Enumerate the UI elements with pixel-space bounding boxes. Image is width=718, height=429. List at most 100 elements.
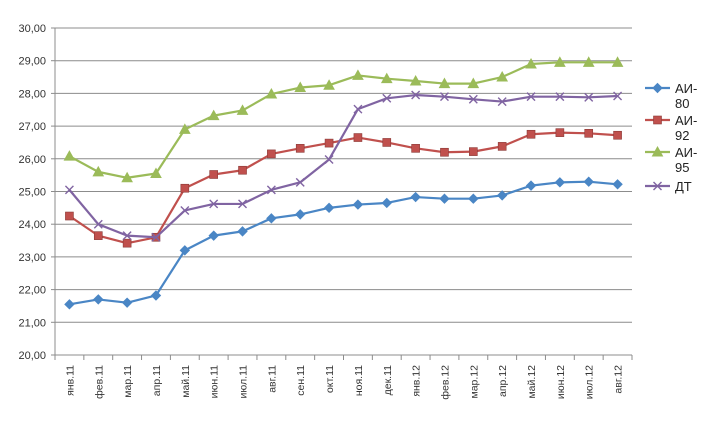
data-point bbox=[295, 209, 306, 220]
y-tick-label: 27,00 bbox=[18, 121, 46, 133]
x-tick-label: июн.12 bbox=[555, 365, 567, 399]
data-point bbox=[352, 69, 364, 80]
legend-entry: ДТ bbox=[645, 179, 692, 194]
y-tick-label: 26,00 bbox=[18, 154, 46, 166]
legend-label: 80 bbox=[675, 96, 689, 111]
data-point bbox=[584, 92, 594, 102]
gridlines bbox=[55, 27, 632, 323]
data-point bbox=[209, 199, 219, 209]
series-line bbox=[68, 131, 618, 245]
data-point bbox=[496, 71, 509, 82]
data-point bbox=[525, 180, 537, 191]
data-point bbox=[93, 294, 104, 305]
data-point bbox=[150, 167, 162, 179]
data-point bbox=[582, 56, 595, 67]
data-point bbox=[266, 213, 277, 224]
x-tick-label: май.11 bbox=[180, 365, 192, 398]
y-tick-label: 20,00 bbox=[18, 350, 46, 362]
x-tick-label: авг.12 bbox=[613, 365, 625, 394]
x-tick-label: ноя.11 bbox=[353, 365, 365, 396]
y-tick-label: 22,00 bbox=[18, 285, 46, 297]
legend-marker bbox=[652, 82, 663, 94]
data-point bbox=[122, 238, 132, 248]
x-axis-tick-labels: янв.11 фев.11 мар.11 апр.11 май.11 июн.11 июл.… bbox=[64, 365, 624, 400]
x-tick-label: июн.11 bbox=[209, 365, 221, 399]
data-point bbox=[238, 165, 247, 175]
data-point bbox=[525, 57, 537, 69]
legend-marker bbox=[653, 115, 662, 125]
data-point bbox=[439, 193, 450, 204]
series-3 bbox=[64, 90, 623, 242]
y-axis-tick-labels: 20,00 21,00 22,00 23,00 24,00 25,00 26,00 27,00… bbox=[18, 23, 46, 362]
data-point bbox=[411, 144, 420, 153]
data-point bbox=[380, 72, 393, 84]
series-lines bbox=[63, 56, 624, 310]
data-point bbox=[526, 92, 536, 102]
data-point bbox=[526, 129, 536, 139]
data-point bbox=[352, 199, 364, 210]
legend-label: 95 bbox=[675, 160, 689, 175]
data-point bbox=[554, 56, 566, 67]
data-point bbox=[178, 123, 191, 134]
data-point bbox=[324, 138, 334, 148]
data-point bbox=[353, 133, 363, 142]
data-point bbox=[64, 185, 74, 195]
series-line bbox=[69, 180, 618, 306]
data-point bbox=[497, 97, 507, 107]
x-tick-label: окт.11 bbox=[324, 365, 336, 393]
x-tick-label: дек.11 bbox=[382, 365, 394, 396]
legend-label: 92 bbox=[675, 128, 689, 143]
data-point bbox=[179, 245, 191, 256]
data-point bbox=[438, 77, 451, 89]
data-point bbox=[324, 154, 334, 164]
data-point bbox=[613, 91, 623, 101]
data-point bbox=[208, 230, 219, 241]
series-line bbox=[68, 93, 618, 239]
data-point bbox=[294, 81, 307, 93]
data-point bbox=[295, 144, 305, 153]
data-point bbox=[236, 104, 249, 115]
x-tick-label: апр.12 bbox=[497, 365, 509, 397]
x-tick-label: сен.11 bbox=[295, 365, 307, 396]
data-point bbox=[323, 202, 335, 214]
x-tick-label: фев.11 bbox=[93, 365, 105, 399]
data-point bbox=[584, 128, 594, 138]
data-point bbox=[555, 128, 565, 137]
legend-label: ДТ bbox=[675, 179, 692, 194]
data-point bbox=[583, 176, 594, 187]
y-tick-label: 29,00 bbox=[18, 56, 46, 68]
x-tick-label: авг.11 bbox=[266, 365, 278, 393]
data-point bbox=[440, 147, 449, 157]
data-point bbox=[382, 93, 392, 103]
data-point bbox=[554, 177, 566, 188]
data-point bbox=[353, 104, 363, 114]
data-point bbox=[93, 231, 103, 240]
data-point bbox=[122, 231, 132, 241]
data-point bbox=[150, 290, 162, 301]
data-point bbox=[409, 74, 422, 86]
x-tick-label: мар.11 bbox=[122, 365, 134, 398]
data-point bbox=[238, 199, 248, 209]
legend-label: АИ- bbox=[675, 145, 697, 160]
data-point bbox=[381, 197, 392, 209]
data-point bbox=[207, 109, 220, 121]
legend-entry: АИ-80 bbox=[645, 81, 697, 111]
data-point bbox=[468, 193, 479, 204]
y-tick-label: 21,00 bbox=[18, 317, 46, 329]
legend-label: АИ- bbox=[675, 81, 697, 96]
data-point bbox=[63, 150, 76, 161]
data-point bbox=[64, 299, 75, 310]
data-point bbox=[121, 297, 133, 308]
x-tick-label: мар.12 bbox=[468, 365, 480, 399]
data-point bbox=[611, 56, 624, 67]
x-tick-label: янв.11 bbox=[64, 365, 76, 396]
x-tick-label: май.12 bbox=[526, 365, 538, 399]
data-point bbox=[180, 183, 190, 193]
data-point bbox=[555, 92, 565, 102]
data-point bbox=[496, 190, 508, 201]
series-1 bbox=[65, 128, 622, 248]
y-tick-label: 25,00 bbox=[18, 187, 46, 199]
data-point bbox=[469, 147, 478, 156]
